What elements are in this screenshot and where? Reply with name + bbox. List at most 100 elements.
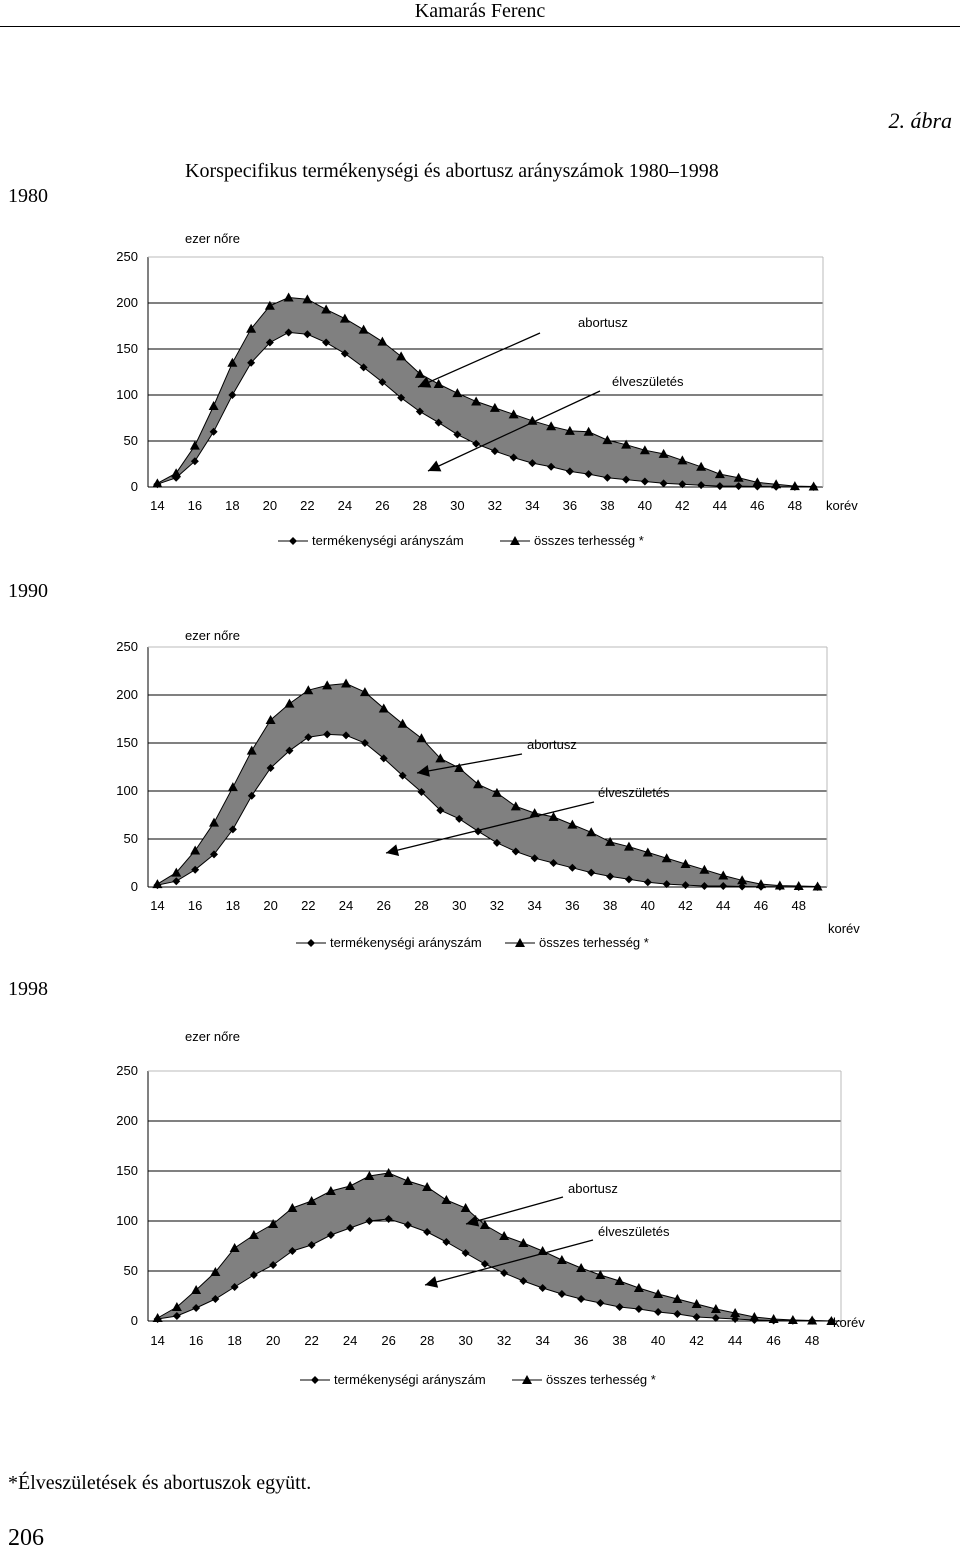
total-pregnancy-point — [642, 847, 653, 857]
chart-1998: 0 50 100 150 200 250 14 16 18 20 22 24 26 28 30 32 34 36 3… — [116, 1029, 865, 1387]
abortion-band — [157, 683, 818, 887]
total-pregnancy-point — [508, 409, 519, 419]
total-pregnancy-point — [479, 1220, 490, 1229]
y-tick-label: 200 — [116, 295, 138, 310]
fertility-point — [678, 480, 687, 489]
total-pregnancy-point — [171, 1302, 182, 1311]
total-pregnancy-point — [248, 1230, 259, 1239]
x-tick-label: 16 — [188, 898, 202, 913]
annotation-elveszuletes: élveszületés — [612, 374, 684, 389]
x-tick-label: 22 — [304, 1333, 318, 1348]
x-axis-label: korév — [826, 498, 858, 513]
fertility-point — [210, 850, 219, 859]
total-pregnancy-point — [680, 858, 691, 868]
total-pregnancy-point — [435, 753, 446, 763]
total-pregnancy-point — [548, 811, 559, 821]
x-tick-label: 38 — [612, 1333, 626, 1348]
fertility-point — [634, 1305, 643, 1313]
fertility-point — [397, 393, 406, 402]
total-pregnancy-point — [605, 836, 616, 846]
total-pregnancy-point — [441, 1195, 452, 1204]
total-pregnancy-point — [793, 881, 804, 891]
legend-label-total: összes terhesség * — [546, 1372, 656, 1387]
fertility-point — [615, 1303, 624, 1311]
total-pregnancy-point — [621, 439, 632, 449]
fertility-point — [172, 877, 181, 886]
total-pregnancy-point — [564, 425, 575, 435]
page-header: Kamarás Ferenc — [0, 0, 960, 27]
x-tick-label: 20 — [266, 1333, 280, 1348]
annotation-abortusz: abortusz — [527, 737, 577, 752]
total-pregnancy-point — [771, 479, 782, 489]
fertility-point — [719, 882, 728, 891]
fertility-point — [415, 407, 424, 416]
fertility-point — [519, 1277, 528, 1285]
y-tick-label: 0 — [131, 879, 138, 894]
x-tick-label: 40 — [651, 1333, 665, 1348]
fertility-point — [247, 358, 256, 367]
total-pregnancy-point — [433, 378, 444, 388]
total-pregnancy-point — [364, 1171, 375, 1180]
fertility-point — [442, 1238, 451, 1246]
legend-marker-fertility — [307, 939, 315, 947]
total-pregnancy-point — [189, 440, 200, 450]
total-pregnancy-point — [152, 1313, 163, 1322]
total-pregnancy-point — [714, 469, 725, 479]
fertility-point — [403, 1221, 412, 1229]
x-tick-label: 28 — [414, 898, 428, 913]
total-pregnancy-point — [460, 1203, 471, 1212]
x-tick-label: 34 — [535, 1333, 549, 1348]
x-tick-label: 30 — [452, 898, 466, 913]
x-tick-label: 32 — [488, 498, 502, 513]
total-pregnancy-point — [576, 1263, 587, 1272]
annotation-elveszuletes: élveszületés — [598, 1224, 670, 1239]
total-pregnancy-point — [414, 368, 425, 378]
total-pregnancy-point — [752, 477, 763, 487]
total-pregnancy-point — [696, 461, 707, 471]
fertility-point — [584, 470, 593, 479]
total-pregnancy-point — [583, 426, 594, 436]
fertility-point — [285, 746, 294, 755]
fertility-point — [692, 1313, 701, 1321]
total-pregnancy-point — [383, 1168, 394, 1177]
y-axis-unit-label: ezer nőre — [185, 231, 240, 246]
total-pregnancy-point — [699, 864, 710, 874]
x-tick-label: 14 — [150, 498, 164, 513]
x-tick-label: 44 — [716, 898, 730, 913]
total-pregnancy-point — [529, 808, 540, 818]
legend-label-fertility: termékenységi arányszám — [330, 935, 482, 950]
total-pregnancy-point — [246, 323, 257, 333]
fertility-point — [673, 1310, 682, 1318]
total-pregnancy-point — [303, 685, 314, 695]
fertility-point — [734, 482, 743, 491]
x-tick-label: 34 — [525, 498, 539, 513]
fertility-point — [247, 791, 256, 800]
legend-marker-fertility — [311, 1376, 319, 1384]
legend-marker-fertility — [289, 537, 297, 545]
annotation-abortusz: abortusz — [568, 1181, 618, 1196]
fertility-point — [453, 430, 462, 439]
y-tick-label: 250 — [116, 639, 138, 654]
annotation-abortusz: abortusz — [578, 315, 628, 330]
fertility-point — [304, 733, 313, 742]
total-pregnancy-point — [733, 472, 744, 482]
fertility-point — [323, 730, 332, 739]
fertility-point — [681, 881, 690, 890]
total-pregnancy-point — [152, 478, 163, 488]
total-pregnancy-point — [749, 1312, 760, 1321]
total-pregnancy-point — [152, 879, 163, 889]
total-pregnancy-point — [377, 336, 388, 346]
total-pregnancy-point — [208, 401, 219, 411]
x-tick-label: 26 — [375, 498, 389, 513]
total-pregnancy-point — [265, 714, 276, 724]
total-pregnancy-point — [639, 445, 650, 455]
fertility-point — [379, 754, 388, 763]
page-number: 206 — [8, 1525, 44, 1551]
fertility-point — [340, 349, 349, 358]
total-pregnancy-point — [602, 435, 613, 445]
fertility-point — [172, 1312, 181, 1320]
x-tick-label: 40 — [641, 898, 655, 913]
annotation-arrowhead — [386, 844, 400, 856]
x-tick-label: 28 — [420, 1333, 434, 1348]
x-tick-label: 42 — [678, 898, 692, 913]
